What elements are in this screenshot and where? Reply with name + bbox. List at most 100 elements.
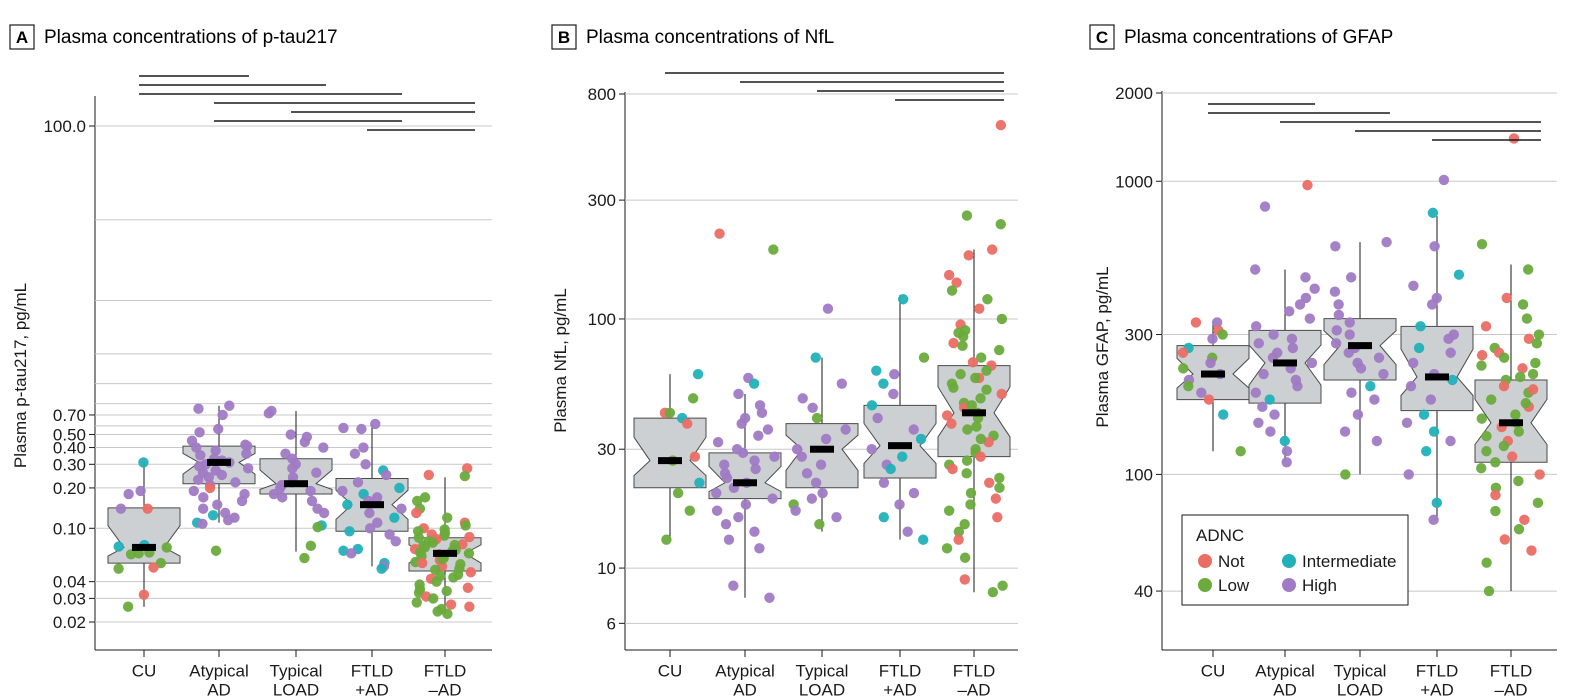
y-tick-label: 100 [1125,465,1153,484]
point-intermediate [1413,342,1425,354]
point-high [737,447,749,459]
point-low [981,365,992,376]
panel-letter: A [16,28,28,47]
point-low [1481,557,1492,568]
median-bar [360,501,384,509]
point-low [943,505,955,516]
y-axis-label: Plasma NfL, pg/mL [551,288,570,433]
point-low [946,285,958,296]
point-low [953,327,964,338]
y-tick-label: 30 [597,440,616,459]
point-high [349,448,361,459]
point-high [1309,283,1320,294]
y-tick-label: 0.50 [53,426,86,445]
y-tick-label: 0.02 [53,613,86,632]
point-intermediate [878,378,889,389]
point-not [1527,384,1539,395]
point-low [948,382,959,393]
point-intermediate [1218,409,1229,420]
point-high [711,505,723,516]
point-high [1403,469,1414,480]
median-bar [207,458,231,466]
y-tick-label: 0.30 [53,455,86,474]
point-high [797,393,808,404]
point-high [1281,446,1293,457]
point-high [721,472,733,484]
point-high [287,463,298,474]
point-low [971,421,982,432]
point-low [441,585,452,597]
box [107,507,181,564]
point-low [1481,431,1492,442]
point-high [796,451,807,462]
point-high [188,485,199,497]
median-bar [1273,359,1297,367]
point-low [413,532,425,543]
point-low [966,400,977,411]
point-high [1405,380,1417,392]
point-not [1523,333,1535,345]
point-high [123,488,134,500]
point-low [411,597,422,608]
point-high [216,469,228,481]
point-high [866,444,877,455]
point-intermediate [1428,426,1440,437]
point-intermediate [394,482,405,494]
point-intermediate [918,534,929,545]
x-tick-label: Typical [1334,662,1387,681]
panel-title-group: A Plasma concentrations of p-tau217 [9,24,338,50]
point-high [820,433,832,445]
x-tick-label: CU [658,662,683,681]
point-high [1443,333,1454,345]
point-high [241,448,252,459]
point-low [1517,299,1529,310]
point-high [222,514,234,526]
point-high [1257,401,1268,413]
point-not [714,228,725,239]
point-intermediate [338,545,349,556]
point-high [1258,368,1269,380]
point-not [1499,534,1510,545]
legend-title: ADNC [1196,526,1244,545]
point-high [305,485,316,497]
panel-b: B Plasma concentrations of NfL 6 10 30 100 300… [551,24,1018,696]
point-low [122,601,134,612]
point-high [872,412,883,424]
point-low [1217,329,1228,340]
point-low [987,587,999,598]
point-not [1476,350,1488,361]
point-low [997,580,1008,591]
point-high [337,485,348,497]
point-high [791,444,803,455]
point-high [1249,264,1261,275]
median-bar [1201,370,1225,378]
y-tick-label: 0.03 [53,589,86,608]
point-high [197,503,209,514]
median-bar [962,409,986,417]
x-tick-label: –AD [957,681,990,696]
point-high [733,512,744,523]
point-high [381,469,392,481]
median-bar [284,480,308,488]
point-intermediate [1264,394,1275,405]
point-high [740,499,752,510]
x-tick-label: FTLD [879,662,922,681]
point-not [464,531,475,543]
point-intermediate [897,451,908,462]
point-not [967,357,979,368]
point-low [955,369,966,380]
point-low [1340,469,1351,480]
point-high [356,423,367,435]
point-high [1330,338,1342,349]
point-not [992,512,1003,523]
point-intermediate [1279,435,1290,447]
point-high [193,403,204,414]
point-low [1515,371,1526,383]
median-bar [733,479,757,487]
point-not [941,410,953,421]
point-low [957,340,968,352]
point-not [953,534,964,545]
point-not [142,503,153,514]
point-low [918,352,930,363]
point-not [996,388,1007,400]
